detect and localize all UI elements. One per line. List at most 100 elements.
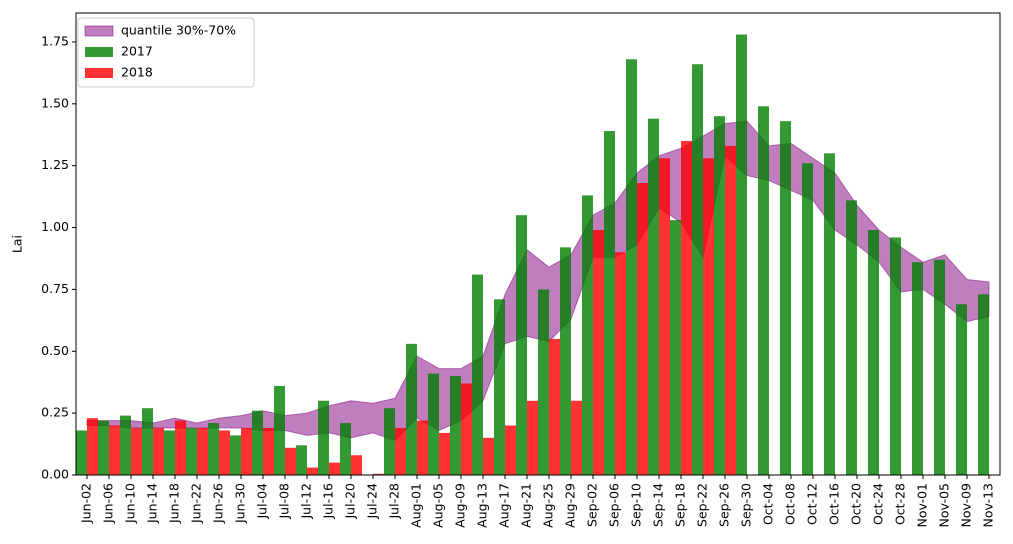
bar [307, 467, 318, 475]
bar [824, 153, 835, 476]
bar [439, 432, 450, 475]
bar [263, 427, 274, 475]
bar [538, 289, 549, 475]
bar [186, 427, 197, 475]
bar [802, 163, 813, 475]
legend-swatch [84, 25, 114, 37]
x-tick-label: Jul-08 [277, 483, 292, 520]
bar [461, 383, 472, 475]
y-tick-label: 0.50 [41, 343, 69, 358]
x-tick-label: Oct-28 [893, 483, 908, 525]
bar [318, 400, 329, 475]
x-tick-label: Sep-30 [739, 483, 754, 527]
y-tick-label: 1.75 [41, 33, 69, 48]
x-tick-label: Jun-30 [233, 483, 248, 524]
y-tick-label: 1.00 [41, 219, 69, 234]
bar [615, 252, 626, 475]
x-tick-label: Jun-18 [167, 483, 182, 524]
bar [659, 158, 670, 475]
bar [472, 274, 483, 475]
bar [197, 427, 208, 475]
x-tick-label: Sep-22 [695, 483, 710, 527]
x-tick-label: Jun-06 [101, 483, 116, 524]
bar [868, 230, 879, 475]
x-tick-label: Jul-12 [299, 483, 314, 520]
x-tick-label: Aug-29 [563, 483, 578, 528]
x-tick-label: Oct-08 [783, 483, 798, 525]
x-tick-label: Aug-25 [541, 483, 556, 528]
bar [516, 215, 527, 476]
x-tick-label: Sep-18 [673, 483, 688, 527]
bar [153, 427, 164, 475]
bar [714, 116, 725, 475]
bar [912, 262, 923, 475]
bar [329, 462, 340, 475]
bar [175, 420, 186, 475]
bar [692, 64, 703, 475]
x-tick-label: Aug-01 [409, 483, 424, 528]
bar [384, 408, 395, 475]
bar [241, 427, 252, 475]
bar [87, 418, 98, 475]
bar [571, 400, 582, 475]
bar [736, 34, 747, 475]
legend-box [77, 17, 255, 88]
bar [934, 259, 945, 475]
x-tick-label: Oct-24 [871, 483, 886, 525]
x-tick-label: Jul-20 [343, 483, 358, 520]
bar [274, 385, 285, 475]
x-tick-label: Jul-28 [387, 483, 402, 520]
x-tick-label: Jun-26 [211, 483, 226, 524]
bar [483, 437, 494, 475]
bar [846, 200, 857, 476]
bar [296, 445, 307, 475]
bar [780, 121, 791, 476]
bar [406, 343, 417, 475]
y-tick-label: 1.25 [41, 157, 69, 172]
bar [131, 427, 142, 475]
bar [450, 376, 461, 475]
x-tick-label: Jun-10 [123, 483, 138, 524]
legend-label: 2017 [121, 44, 153, 59]
x-tick-label: Oct-04 [761, 483, 776, 525]
bar [351, 455, 362, 475]
x-tick-label: Sep-10 [629, 483, 644, 527]
bar [582, 195, 593, 475]
bar [340, 423, 351, 475]
bar [626, 59, 637, 476]
legend-label: 2018 [121, 65, 153, 80]
bar [725, 145, 736, 475]
bar [637, 183, 648, 475]
bar [593, 230, 604, 475]
legend-swatch [85, 47, 113, 57]
y-tick-label: 0.25 [41, 405, 69, 420]
legend-label: quantile 30%-70% [121, 23, 236, 38]
x-tick-label: Aug-09 [453, 483, 468, 528]
bar [164, 430, 175, 475]
bar [604, 131, 615, 475]
x-tick-label: Nov-01 [915, 483, 930, 527]
bar [670, 220, 681, 475]
x-tick-label: Sep-14 [651, 483, 666, 527]
bar [230, 435, 241, 475]
x-tick-label: Aug-05 [431, 483, 446, 528]
x-tick-label: Jun-02 [79, 483, 94, 524]
bar [208, 423, 219, 475]
bar [978, 294, 989, 475]
bar [703, 158, 714, 475]
y-axis-label: Lai [10, 235, 25, 253]
bar [252, 410, 263, 475]
x-tick-label: Sep-26 [717, 483, 732, 527]
x-tick-label: Aug-21 [519, 483, 534, 528]
bar [494, 299, 505, 475]
y-tick-label: 1.50 [41, 95, 69, 110]
x-tick-label: Oct-16 [827, 483, 842, 525]
plot-frame [75, 12, 1001, 476]
bar [109, 425, 120, 475]
bar [142, 408, 153, 475]
x-tick-label: Nov-13 [981, 483, 996, 527]
x-tick-label: Nov-05 [937, 483, 952, 527]
bar [219, 430, 230, 475]
x-tick-label: Oct-20 [849, 483, 864, 525]
